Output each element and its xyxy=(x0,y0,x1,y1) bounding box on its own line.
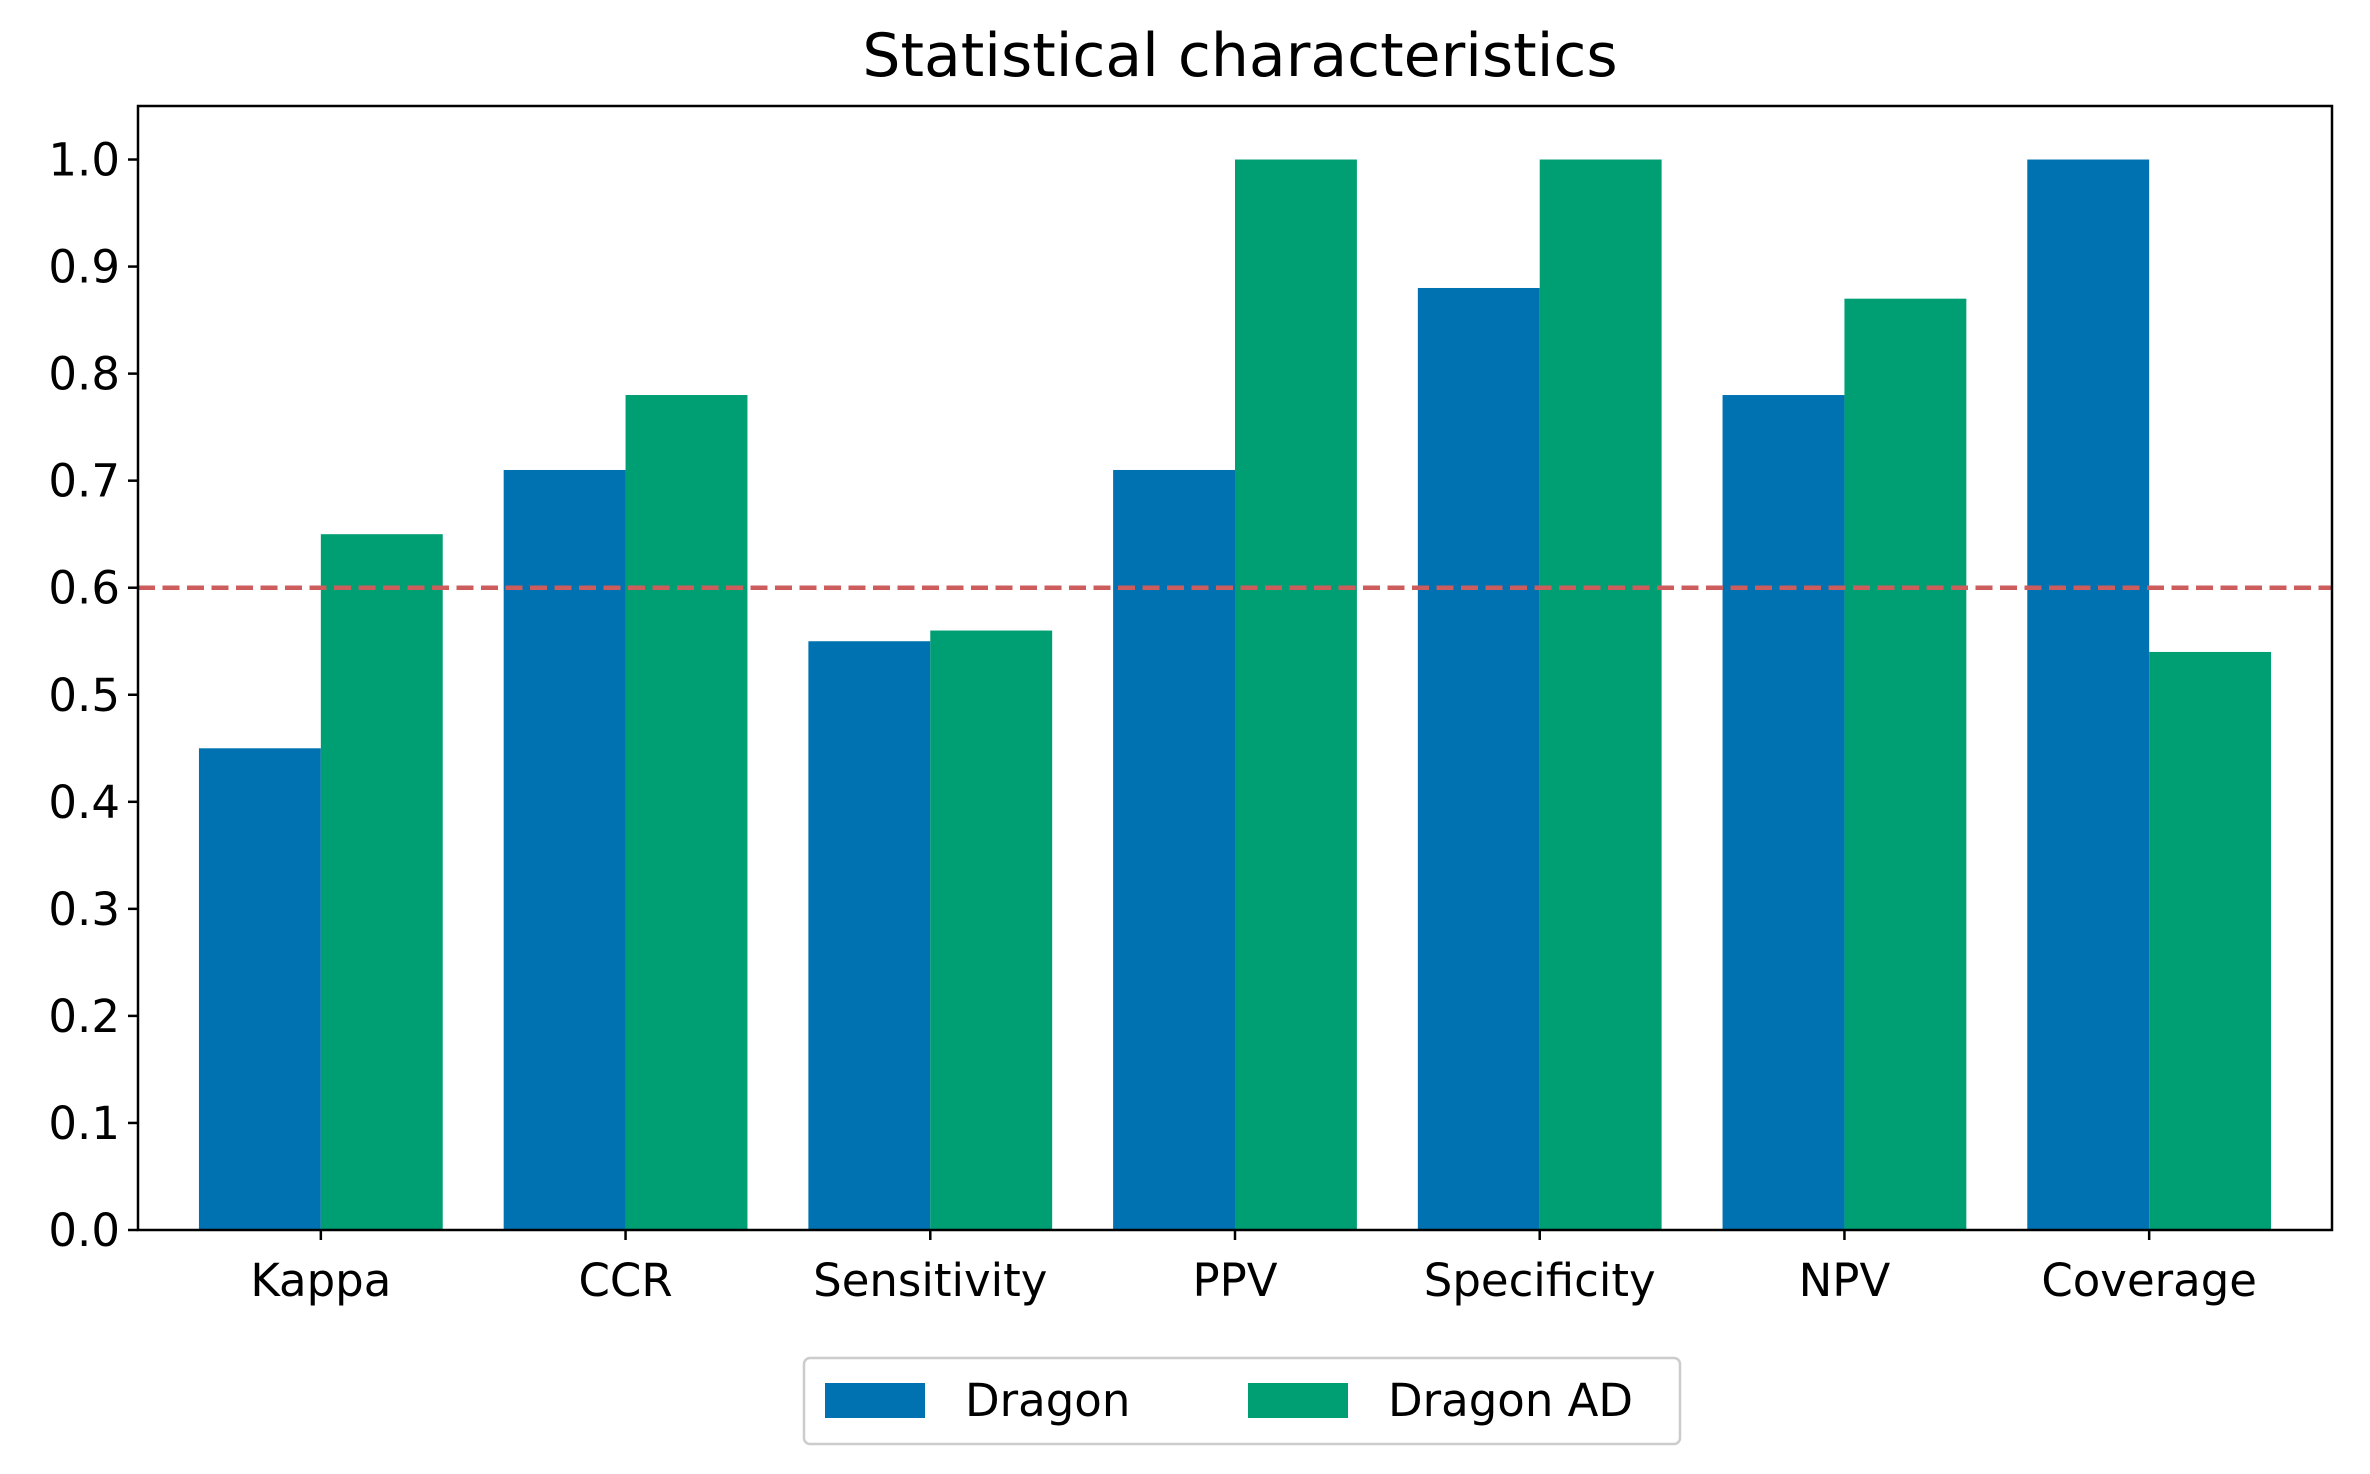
legend-label-dragon: Dragon xyxy=(965,1374,1130,1427)
bar-dragon-ad-coverage xyxy=(2149,651,2272,1230)
x-tick-label: CCR xyxy=(579,1254,673,1307)
legend-box xyxy=(802,1356,1682,1446)
x-tick-label: PPV xyxy=(1192,1254,1277,1307)
y-tick-label: 0.7 xyxy=(48,455,120,508)
bar-dragon-sensitivity xyxy=(808,641,931,1230)
y-tick-label: 0.9 xyxy=(48,241,120,294)
y-tick-label: 0.8 xyxy=(48,348,120,401)
x-tick-label: NPV xyxy=(1799,1254,1891,1307)
x-tick-label: Kappa xyxy=(250,1254,391,1307)
legend-label-dragon-ad: Dragon AD xyxy=(1388,1374,1633,1427)
y-tick-label: 0.0 xyxy=(48,1204,120,1257)
legend: Dragon Dragon AD xyxy=(802,1356,1682,1446)
bar-dragon-ccr xyxy=(503,469,626,1230)
x-tick-label: Sensitivity xyxy=(813,1254,1047,1307)
bar-dragon-coverage xyxy=(2027,159,2150,1230)
y-tick-label: 0.2 xyxy=(48,990,120,1043)
y-tick-label: 0.3 xyxy=(48,883,120,936)
y-axis: 0.0 0.1 0.2 0.3 0.4 0.5 0.6 0.7 0.8 0.9 1.0 xyxy=(48,134,138,1257)
bar-dragon-ad-specificity xyxy=(1539,159,1662,1230)
bars-layer xyxy=(198,159,2272,1231)
legend-swatch-dragon-ad xyxy=(1248,1383,1348,1418)
legend-swatch-dragon xyxy=(825,1383,925,1418)
y-tick-label: 0.6 xyxy=(48,562,120,615)
x-tick-label: Specificity xyxy=(1424,1254,1656,1307)
bar-dragon-specificity xyxy=(1417,287,1540,1230)
bar-dragon-ad-ccr xyxy=(625,395,748,1230)
y-tick-label: 0.5 xyxy=(48,669,120,722)
y-tick-label: 1.0 xyxy=(48,134,120,187)
chart-title: Statistical characteristics xyxy=(862,21,1617,91)
bar-dragon-ad-npv xyxy=(1844,298,1967,1231)
bar-dragon-ad-kappa xyxy=(320,534,443,1230)
plot-frame xyxy=(136,104,2334,1232)
bar-dragon-npv xyxy=(1722,395,1845,1230)
y-tick-label: 0.1 xyxy=(48,1097,120,1150)
y-tick-label: 0.4 xyxy=(48,776,120,829)
bar-dragon-kappa xyxy=(198,748,321,1230)
x-tick-label: Coverage xyxy=(2041,1254,2257,1307)
bar-dragon-ad-sensitivity xyxy=(930,630,1053,1230)
bar-dragon-ppv xyxy=(1113,469,1235,1230)
x-axis: Kappa CCR Sensitivity PPV Specificity NPV Cove… xyxy=(250,1230,2257,1307)
bar-dragon-ad-ppv xyxy=(1235,159,1357,1230)
